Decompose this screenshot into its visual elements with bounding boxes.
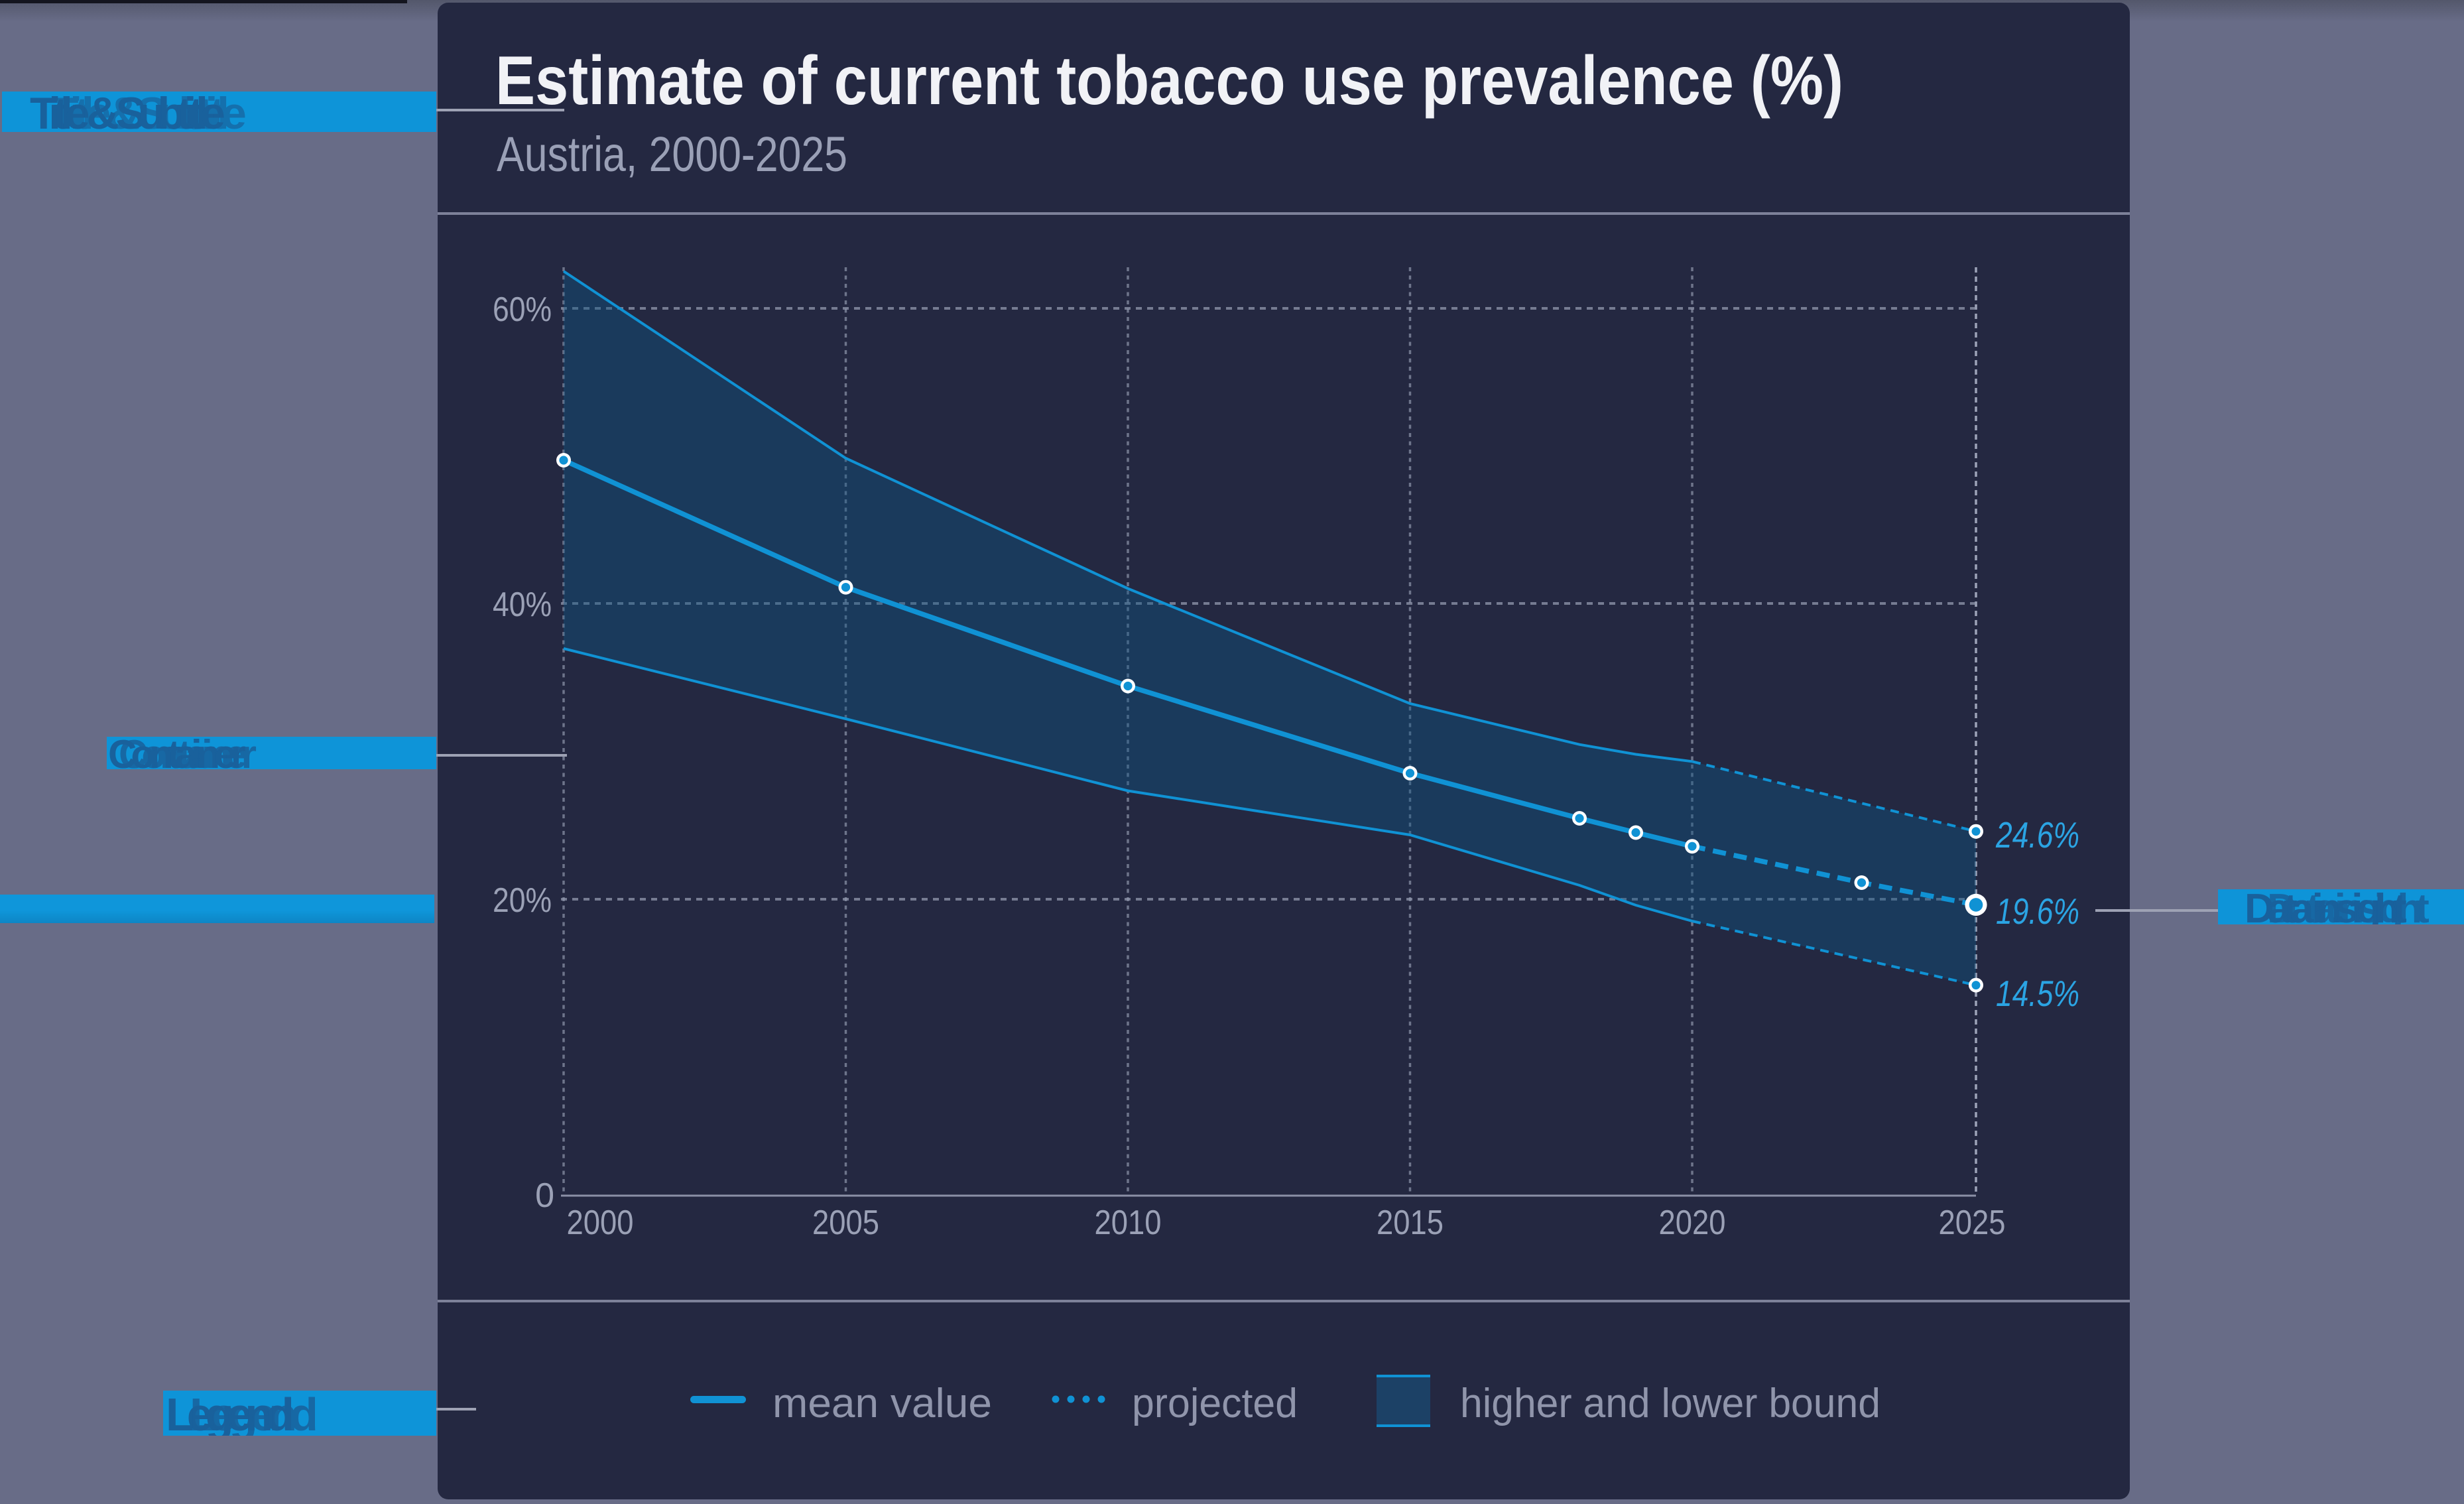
- svg-text:2000: 2000: [567, 1204, 634, 1242]
- svg-text:2025: 2025: [1939, 1204, 2006, 1242]
- svg-text:19.6%: 19.6%: [1996, 891, 2079, 932]
- svg-text:14.5%: 14.5%: [1996, 973, 2079, 1014]
- svg-text:2015: 2015: [1377, 1204, 1444, 1242]
- svg-text:projected: projected: [1132, 1381, 1298, 1426]
- svg-text:24.6%: 24.6%: [1995, 814, 2079, 855]
- svg-text:20%: 20%: [493, 881, 552, 920]
- svg-text:60%: 60%: [493, 290, 552, 329]
- svg-text:2005: 2005: [812, 1204, 879, 1242]
- svg-text:Estimate of current tobacco us: Estimate of current tobacco use prevalen…: [495, 42, 1843, 119]
- svg-text:2020: 2020: [1659, 1204, 1726, 1242]
- svg-text:40%: 40%: [493, 586, 552, 624]
- svg-text:2010: 2010: [1095, 1204, 1162, 1242]
- svg-text:higher and lower bound: higher and lower bound: [1460, 1381, 1880, 1426]
- svg-text:Austria, 2000-2025: Austria, 2000-2025: [497, 127, 847, 182]
- svg-text:0: 0: [535, 1176, 554, 1215]
- svg-text:mean value: mean value: [772, 1381, 992, 1426]
